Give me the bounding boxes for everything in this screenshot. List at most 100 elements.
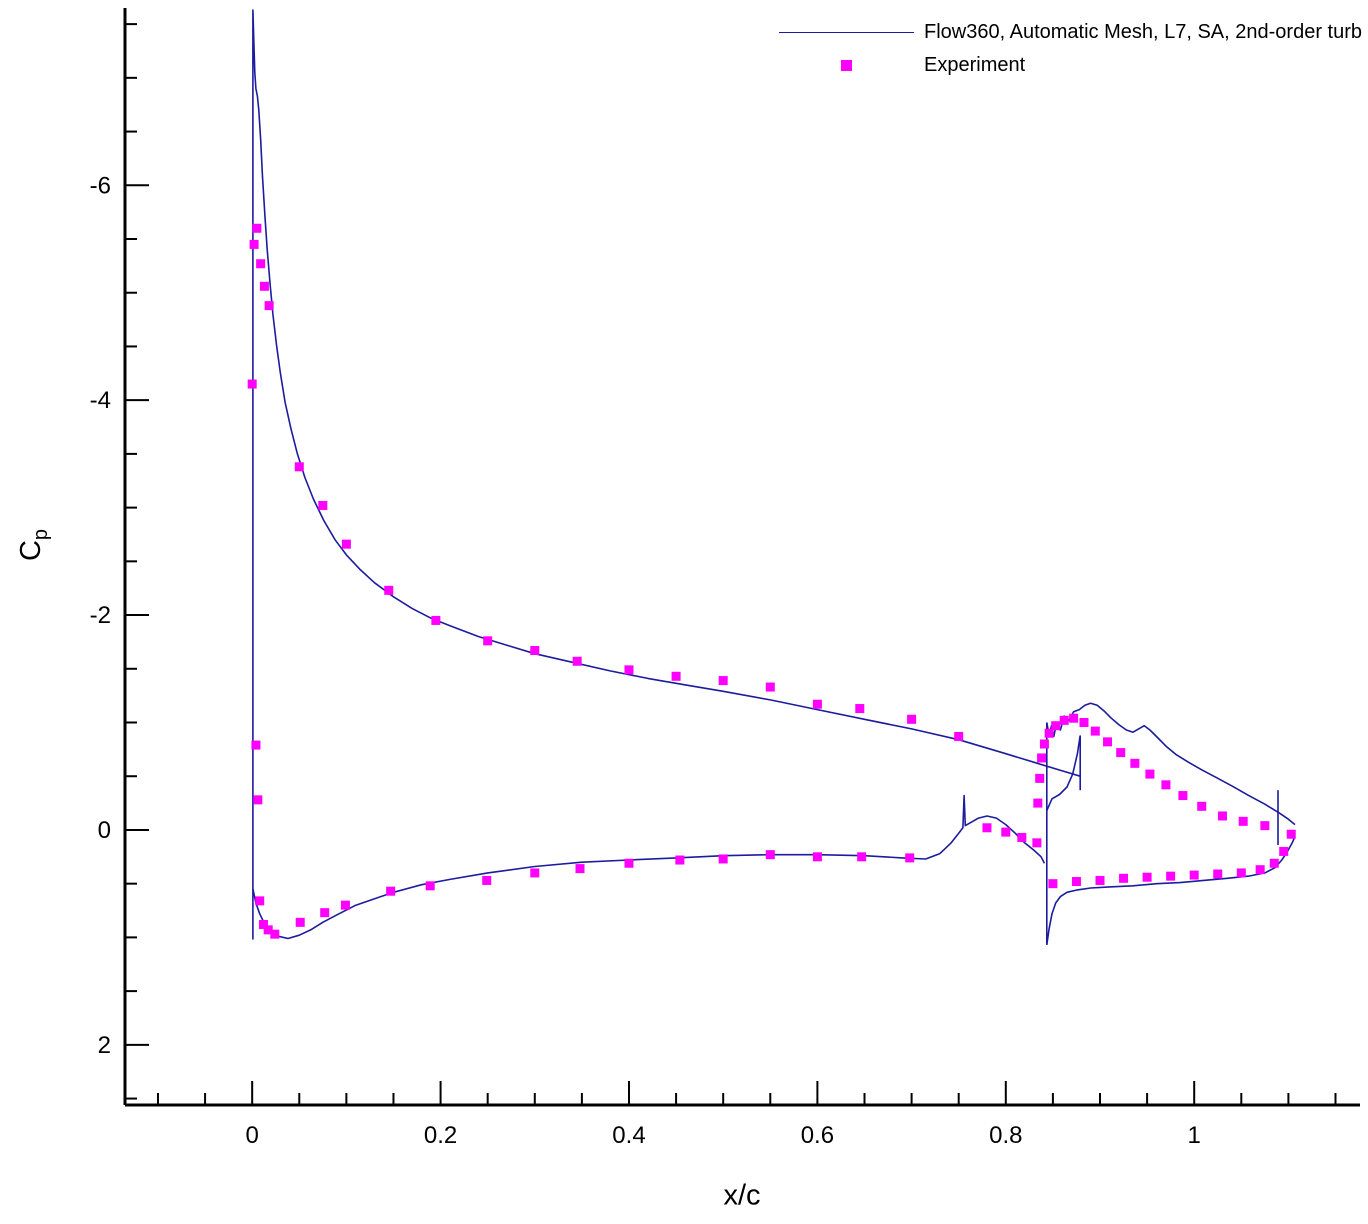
experiment-point	[251, 740, 261, 750]
legend-label-flow360: Flow360, Automatic Mesh, L7, SA, 2nd-ord…	[924, 21, 1362, 43]
experiment-point	[1048, 879, 1058, 889]
flow360-curve-flap-lower	[1046, 836, 1296, 946]
experiment-point	[258, 919, 268, 929]
experiment-point	[765, 682, 775, 692]
experiment-point	[386, 886, 396, 896]
experiment-point	[1033, 798, 1043, 808]
y-tick-label: -6	[90, 172, 111, 199]
x-tick-label: 0.4	[612, 1122, 645, 1149]
y-tick-label: -4	[90, 387, 111, 414]
experiment-point	[982, 823, 992, 833]
experiment-point	[425, 881, 435, 891]
legend-item-experiment: Experiment	[779, 49, 1362, 82]
experiment-point	[572, 656, 582, 666]
experiment-point	[1255, 865, 1265, 875]
experiment-point	[857, 852, 867, 862]
x-tick-label: 1	[1188, 1122, 1201, 1149]
experiment-point	[1039, 739, 1049, 749]
flow360-curve-main-upper	[252, 9, 1081, 940]
experiment-point	[1095, 875, 1105, 885]
experiment-point	[671, 671, 681, 681]
experiment-point	[263, 925, 273, 935]
legend-sample-area	[779, 60, 914, 71]
experiment-point	[530, 646, 540, 656]
experiment-point	[1260, 821, 1270, 831]
experiment-point	[1279, 846, 1289, 856]
experiment-point	[675, 855, 685, 865]
y-axis-label: Cp	[15, 529, 53, 561]
experiment-point	[483, 636, 493, 646]
y-axis-label-subscript: p	[29, 528, 52, 541]
experiment-point	[1145, 769, 1155, 779]
experiment-point	[530, 868, 540, 878]
experiment-point	[855, 704, 865, 714]
experiment-point	[1130, 758, 1140, 768]
experiment-point	[1161, 780, 1171, 790]
experiment-point	[318, 500, 328, 510]
experiment-point	[384, 585, 394, 595]
experiment-point	[907, 714, 917, 724]
y-tick-label: -2	[90, 602, 111, 629]
experiment-point	[340, 900, 350, 910]
experiment-point	[320, 908, 330, 918]
experiment-point	[1166, 871, 1176, 881]
experiment-point	[253, 795, 263, 805]
experiment-point	[624, 665, 634, 675]
experiment-point	[624, 858, 634, 868]
experiment-point	[1236, 868, 1246, 878]
experiment-point	[1197, 801, 1207, 811]
experiment-point	[1071, 877, 1081, 887]
chart-legend: Flow360, Automatic Mesh, L7, SA, 2nd-ord…	[779, 16, 1362, 82]
experiment-point	[812, 699, 822, 709]
experiment-point	[270, 929, 280, 939]
experiment-point	[431, 615, 441, 625]
experiment-point	[1269, 858, 1279, 868]
experiment-point	[575, 864, 585, 874]
experiment-point	[1051, 721, 1061, 731]
experiment-point	[1037, 753, 1047, 763]
y-axis-label-main: C	[15, 540, 48, 562]
x-tick-label: 0.2	[424, 1122, 457, 1149]
experiment-point	[1189, 870, 1199, 880]
experiment-point	[1001, 827, 1011, 837]
experiment-point	[482, 875, 492, 885]
flow360-curve-main-lower	[252, 794, 1046, 940]
experiment-point	[954, 731, 964, 741]
experiment-point	[1116, 748, 1126, 758]
experiment-point	[1069, 713, 1079, 723]
y-tick-label: 2	[98, 1032, 111, 1059]
experiment-point	[1032, 838, 1042, 848]
experiment-point	[1238, 816, 1248, 826]
x-axis-label: x/c	[723, 1179, 761, 1212]
experiment-point	[765, 850, 775, 860]
experiment-point	[1213, 869, 1223, 879]
experiment-point	[264, 301, 274, 311]
experiment-point	[1217, 811, 1227, 821]
experiment-point	[252, 223, 262, 233]
experiment-point	[1044, 728, 1054, 738]
experiment-point	[718, 676, 728, 686]
flow360-line-swatch	[779, 32, 914, 33]
experiment-point	[812, 852, 822, 862]
x-tick-label: 0.8	[989, 1122, 1022, 1149]
experiment-point	[1178, 791, 1188, 801]
experiment-point	[1079, 718, 1089, 728]
experiment-marker-swatch	[841, 60, 852, 71]
flow360-curve-flap-upper	[1046, 702, 1296, 826]
experiment-point	[1059, 715, 1069, 725]
legend-label-experiment: Experiment	[924, 54, 1026, 76]
experiment-point	[1142, 872, 1152, 882]
experiment-point	[247, 379, 257, 389]
experiment-point	[1119, 873, 1129, 883]
experiment-point	[1035, 773, 1045, 783]
experiment-point	[1090, 726, 1100, 736]
legend-sample-area	[779, 32, 914, 33]
experiment-point	[256, 259, 266, 269]
experiment-point	[259, 281, 269, 291]
experiment-point	[1286, 829, 1296, 839]
experiment-point	[295, 917, 305, 927]
experiment-point	[294, 462, 304, 472]
x-tick-label: 0.6	[801, 1122, 834, 1149]
